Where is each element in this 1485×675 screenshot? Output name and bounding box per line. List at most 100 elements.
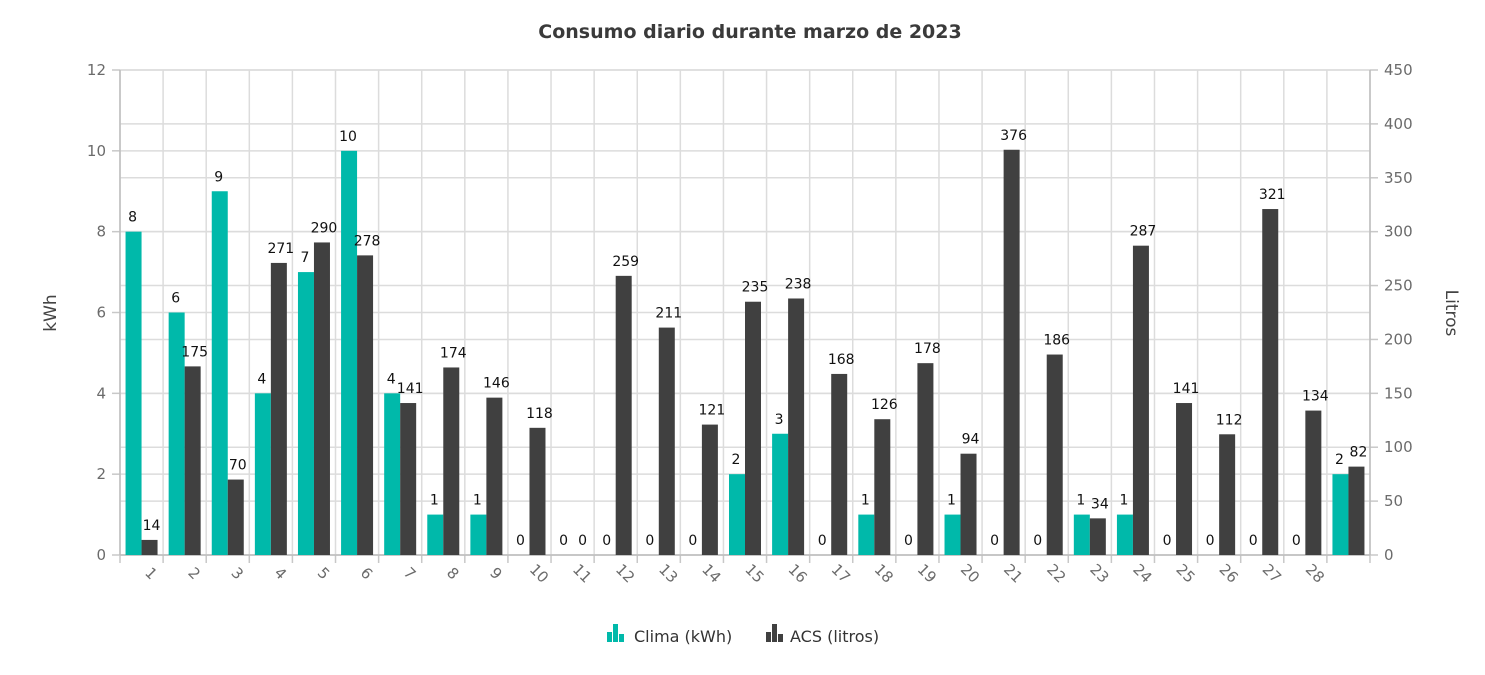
- bar-acs: [701, 424, 718, 555]
- data-label-clima: 0: [1033, 533, 1042, 549]
- x-tick-label: 8: [443, 564, 462, 583]
- bar-acs: [227, 479, 244, 555]
- bar-acs: [960, 453, 977, 555]
- legend-icon-bar: [766, 632, 771, 642]
- data-label-clima: 0: [904, 533, 913, 549]
- data-label-acs: 134: [1302, 389, 1329, 405]
- bar-acs: [788, 298, 805, 555]
- legend-icon-bar: [619, 634, 624, 642]
- data-label-acs: 178: [914, 341, 941, 357]
- bar-acs: [658, 327, 675, 555]
- data-label-acs: 235: [742, 280, 769, 296]
- data-label-acs: 278: [354, 233, 381, 249]
- bar-clima: [470, 514, 487, 555]
- data-label-clima: 10: [339, 129, 357, 145]
- data-label-acs: 112: [1216, 412, 1243, 428]
- y-left-tick-label: 2: [96, 465, 106, 483]
- y-left-tick-label: 0: [96, 546, 106, 564]
- data-label-acs: 70: [229, 458, 247, 474]
- bar-acs: [615, 275, 632, 555]
- y-left-tick-label: 4: [96, 384, 106, 402]
- data-label-acs: 259: [612, 254, 639, 270]
- bars: [125, 149, 1365, 556]
- bar-acs: [1219, 434, 1236, 555]
- x-tick-label: 17: [828, 560, 854, 586]
- data-label-acs: 121: [699, 403, 726, 419]
- y-axis-left-title: kWh: [41, 294, 61, 331]
- bar-clima: [772, 433, 789, 555]
- bar-acs: [1262, 209, 1279, 556]
- legend: Clima (kWh) ACS (litros): [607, 624, 879, 646]
- bar-acs: [313, 242, 330, 555]
- x-tick-label: 12: [612, 560, 638, 586]
- data-label-acs: 186: [1043, 333, 1070, 349]
- x-tick-label: 21: [1000, 560, 1026, 586]
- data-label-acs: 238: [785, 276, 812, 292]
- bar-acs: [1176, 403, 1193, 555]
- data-label-acs: 146: [483, 376, 510, 392]
- data-label-acs: 290: [311, 220, 338, 236]
- data-label-clima: 1: [430, 493, 439, 509]
- data-labels: 8146175970427172901027841411174114601180…: [128, 128, 1367, 549]
- x-tick-label: 15: [741, 560, 767, 586]
- bar-acs: [1003, 149, 1020, 555]
- data-label-clima: 0: [1249, 533, 1258, 549]
- bar-acs: [1089, 518, 1106, 555]
- y-right-tick-label: 200: [1384, 330, 1413, 348]
- x-tick-label: 18: [871, 560, 897, 586]
- data-label-acs: 168: [828, 352, 855, 368]
- bar-clima: [1073, 514, 1090, 555]
- legend-icon-bar: [772, 624, 777, 642]
- x-tick-label: 23: [1086, 560, 1112, 586]
- data-label-clima: 3: [775, 412, 784, 428]
- data-label-clima: 0: [516, 533, 525, 549]
- x-tick-label: 4: [271, 564, 290, 583]
- chart-title: Consumo diario durante marzo de 2023: [538, 21, 961, 43]
- bar-chart-icon: [607, 624, 624, 642]
- data-label-acs: 118: [526, 406, 553, 422]
- bar-clima: [729, 474, 745, 555]
- y-right-tick-label: 350: [1384, 169, 1413, 187]
- data-label-acs: 287: [1130, 224, 1157, 240]
- data-label-clima: 0: [990, 533, 999, 549]
- data-label-acs: 126: [871, 397, 898, 413]
- data-label-clima: 9: [214, 169, 223, 185]
- x-tick-label: 14: [698, 560, 724, 586]
- legend-icon-bar: [613, 624, 618, 642]
- y-left-tick-label: 12: [87, 61, 106, 79]
- bar-clima: [125, 231, 142, 555]
- x-tick-label: 16: [785, 560, 811, 586]
- x-tick-label: 6: [357, 564, 376, 583]
- bar-clima: [254, 393, 271, 555]
- data-label-clima: 1: [947, 493, 956, 509]
- legend-item-clima[interactable]: Clima (kWh): [607, 624, 732, 646]
- y-right-tick-label: 50: [1384, 492, 1403, 510]
- data-label-clima: 0: [688, 533, 697, 549]
- legend-item-acs[interactable]: ACS (litros): [766, 624, 879, 646]
- data-label-clima: 1: [1076, 493, 1085, 509]
- data-label-clima: 0: [818, 533, 827, 549]
- bar-acs: [400, 403, 417, 555]
- data-label-clima: 0: [602, 533, 611, 549]
- data-label-acs: 174: [440, 345, 467, 361]
- bar-acs: [1132, 245, 1149, 555]
- data-label-acs: 321: [1259, 187, 1286, 203]
- x-tick-label: 20: [957, 560, 983, 586]
- x-tick-label: 1: [141, 564, 160, 583]
- bar-acs: [529, 427, 546, 555]
- bar-clima: [297, 272, 314, 555]
- bar-acs: [184, 366, 201, 555]
- y-right-tick-label: 0: [1384, 546, 1394, 564]
- legend-icon-bar: [778, 634, 783, 642]
- data-label-acs: 211: [655, 306, 682, 322]
- legend-icon-bar: [607, 632, 612, 642]
- data-label-acs: 34: [1091, 496, 1109, 512]
- data-label-clima: 7: [301, 250, 310, 266]
- data-label-clima: 8: [128, 210, 137, 226]
- bar-acs: [1305, 410, 1322, 555]
- x-tick-label: 26: [1216, 560, 1242, 586]
- x-tick-label: 25: [1172, 560, 1198, 586]
- bar-clima: [427, 514, 444, 555]
- x-tick-label: 5: [314, 564, 333, 583]
- bar-chart-icon: [766, 624, 783, 642]
